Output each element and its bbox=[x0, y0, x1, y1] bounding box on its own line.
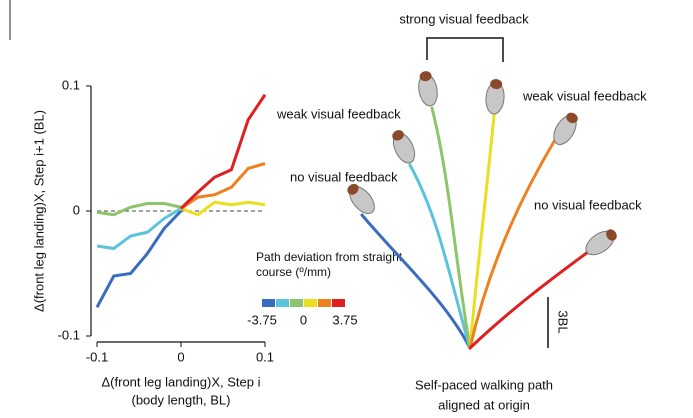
path bbox=[468, 113, 496, 350]
colorbar-swatch bbox=[332, 299, 345, 307]
y-axis-label: Δ(front leg landing)X, Step i+1 (BL) bbox=[31, 110, 46, 312]
colorbar-tick-label: -3.75 bbox=[247, 312, 277, 327]
series-line bbox=[96, 202, 182, 217]
fly bbox=[418, 71, 438, 107]
series-line bbox=[95, 209, 183, 308]
walking-paths bbox=[360, 106, 590, 350]
fly bbox=[347, 183, 375, 215]
path bbox=[408, 163, 472, 350]
series-line bbox=[180, 200, 266, 217]
fly bbox=[585, 229, 617, 256]
y-tick-label: 0 bbox=[73, 202, 80, 217]
path bbox=[360, 213, 472, 350]
y-tick-label: 0.1 bbox=[62, 77, 80, 92]
path bbox=[468, 250, 590, 350]
caption: aligned at origin bbox=[438, 397, 530, 412]
fly bbox=[392, 130, 416, 164]
flies bbox=[347, 71, 617, 256]
x-axis-label: Δ(front leg landing)X, Step i bbox=[102, 374, 261, 389]
label: no visual feedback bbox=[534, 197, 642, 212]
colorbar-swatch bbox=[318, 299, 331, 307]
bracket bbox=[426, 37, 504, 62]
x-axis-label: (body length, BL) bbox=[131, 392, 230, 407]
x-tick-label: 0.1 bbox=[256, 349, 274, 364]
caption: Self-paced walking path bbox=[415, 377, 553, 392]
y-tick-label: -0.1 bbox=[58, 327, 80, 342]
x-tick-label: 0 bbox=[177, 349, 184, 364]
path bbox=[468, 138, 557, 350]
colorbar-tick-label: 0 bbox=[300, 312, 307, 327]
legend-title-box: Path deviation from straight course (º/m… bbox=[256, 250, 403, 279]
colorbar-swatch bbox=[290, 299, 303, 307]
fly bbox=[553, 112, 578, 146]
scale-bar-label: 3BL bbox=[556, 310, 571, 333]
series-line bbox=[96, 207, 182, 250]
series-line bbox=[180, 162, 266, 210]
label: weak visual feedback bbox=[276, 106, 401, 121]
legend-title: Path deviation from straight course (º/m… bbox=[256, 250, 403, 279]
label: weak visual feedback bbox=[522, 88, 647, 103]
fly bbox=[485, 79, 505, 115]
colorbar-swatch bbox=[276, 299, 289, 307]
x-tick-label: -0.1 bbox=[86, 349, 108, 364]
label: no visual feedback bbox=[290, 169, 398, 184]
colorbar-tick-label: 3.75 bbox=[332, 312, 357, 327]
colorbar-swatch bbox=[304, 299, 317, 307]
label: strong visual feedback bbox=[399, 11, 529, 26]
path bbox=[430, 106, 472, 350]
colorbar-swatch bbox=[262, 299, 275, 307]
series-line bbox=[179, 93, 267, 210]
